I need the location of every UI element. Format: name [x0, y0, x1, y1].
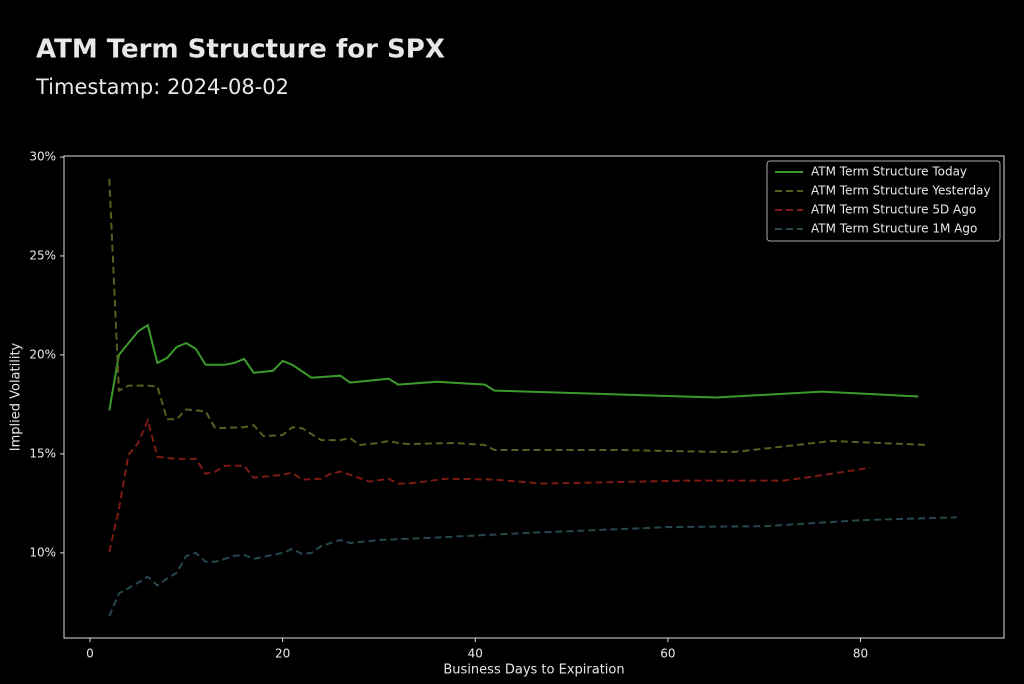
x-tick-label: 20 [275, 647, 290, 661]
plot-frame [63, 155, 1005, 639]
legend-box [766, 160, 1001, 242]
chart-subtitle: Timestamp: 2024-08-02 [35, 75, 289, 99]
x-tick-label: 80 [853, 647, 868, 661]
legend-label: ATM Term Structure 5D Ago [811, 203, 976, 217]
series-line [108, 178, 928, 453]
y-tick-label: 10% [29, 545, 56, 559]
legend-label: ATM Term Structure Yesterday [811, 184, 991, 198]
x-tick-label: 0 [86, 647, 94, 661]
y-tick-label: 15% [29, 446, 56, 460]
chart-title: ATM Term Structure for SPX [36, 35, 445, 65]
x-axis-label: Business Days to Expiration [443, 663, 624, 678]
y-tick-label: 25% [29, 248, 56, 262]
y-tick-label: 30% [29, 149, 56, 163]
legend-label: ATM Term Structure Today [811, 165, 967, 179]
series-line [108, 516, 957, 617]
y-axis-label: Implied Volatility [9, 342, 24, 451]
y-tick-label: 20% [29, 347, 56, 361]
series-line [108, 323, 919, 411]
x-tick-label: 60 [660, 647, 675, 661]
legend-label: ATM Term Structure 1M Ago [811, 222, 977, 236]
x-tick-label: 40 [468, 647, 483, 661]
series-line [108, 417, 871, 553]
